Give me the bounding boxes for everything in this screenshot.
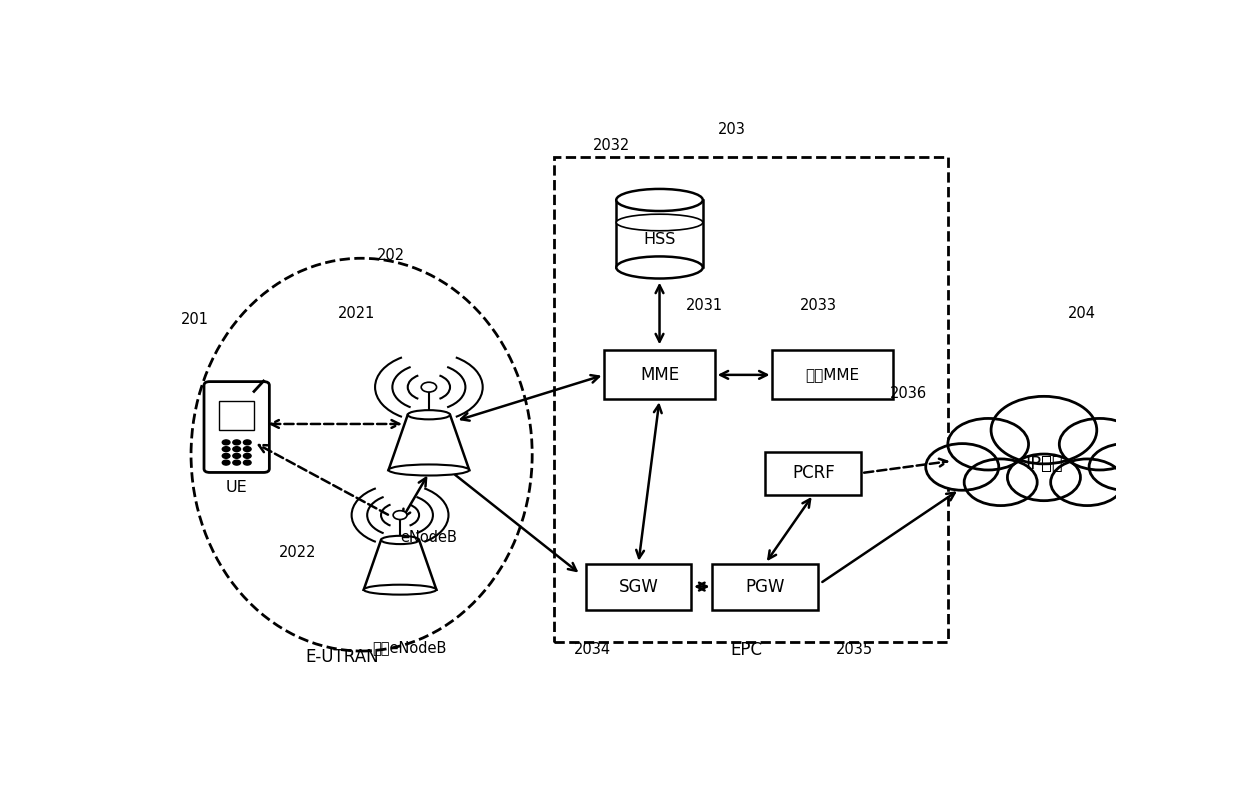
Ellipse shape — [616, 189, 703, 211]
Ellipse shape — [363, 585, 436, 595]
Circle shape — [222, 453, 229, 458]
Circle shape — [1059, 418, 1140, 470]
Circle shape — [222, 460, 229, 465]
Bar — [712, 563, 818, 610]
Circle shape — [243, 460, 250, 465]
Bar — [773, 351, 893, 399]
Text: 2032: 2032 — [593, 139, 630, 154]
Circle shape — [233, 440, 241, 445]
Circle shape — [233, 446, 241, 452]
Bar — [219, 401, 254, 430]
Text: 2021: 2021 — [339, 306, 376, 321]
Ellipse shape — [616, 257, 703, 278]
Circle shape — [926, 444, 998, 490]
Circle shape — [393, 511, 407, 520]
Text: 204: 204 — [1069, 306, 1096, 321]
Circle shape — [233, 460, 241, 465]
Text: UE: UE — [226, 480, 248, 495]
Circle shape — [243, 440, 250, 445]
Bar — [616, 200, 703, 268]
Ellipse shape — [408, 410, 450, 419]
Text: PCRF: PCRF — [792, 464, 835, 482]
Text: 2034: 2034 — [574, 642, 611, 658]
Text: 2031: 2031 — [686, 298, 723, 313]
FancyBboxPatch shape — [205, 382, 269, 473]
Text: 203: 203 — [718, 122, 745, 137]
Circle shape — [991, 396, 1097, 464]
Circle shape — [1050, 459, 1123, 505]
Text: 2033: 2033 — [800, 298, 837, 313]
Text: HSS: HSS — [644, 233, 676, 247]
Ellipse shape — [381, 536, 419, 544]
Circle shape — [243, 453, 250, 458]
Text: 201: 201 — [181, 312, 210, 327]
Text: eNodeB: eNodeB — [401, 530, 458, 545]
Polygon shape — [363, 540, 436, 590]
Circle shape — [222, 446, 229, 452]
Text: 其它MME: 其它MME — [806, 367, 859, 383]
Text: 2022: 2022 — [279, 545, 316, 560]
Text: MME: MME — [640, 366, 680, 384]
Polygon shape — [388, 414, 469, 470]
Text: 其它eNodeB: 其它eNodeB — [372, 641, 446, 655]
Text: 2036: 2036 — [890, 386, 928, 401]
Text: 2035: 2035 — [836, 642, 873, 658]
Circle shape — [1089, 444, 1162, 490]
Circle shape — [1007, 454, 1080, 501]
Ellipse shape — [616, 214, 703, 231]
Text: IP业务: IP业务 — [1025, 455, 1063, 473]
Circle shape — [422, 383, 436, 392]
Circle shape — [965, 459, 1037, 505]
Circle shape — [243, 446, 250, 452]
Bar — [604, 351, 714, 399]
Text: PGW: PGW — [745, 578, 785, 595]
Circle shape — [222, 440, 229, 445]
Text: SGW: SGW — [619, 578, 658, 595]
Text: 202: 202 — [377, 248, 404, 263]
Circle shape — [947, 418, 1028, 470]
Bar — [765, 452, 862, 494]
Text: E-UTRAN: E-UTRAN — [305, 648, 379, 666]
Text: EPC: EPC — [730, 641, 763, 659]
Bar — [585, 563, 691, 610]
Bar — [554, 157, 947, 642]
Ellipse shape — [388, 465, 469, 476]
Circle shape — [233, 453, 241, 458]
